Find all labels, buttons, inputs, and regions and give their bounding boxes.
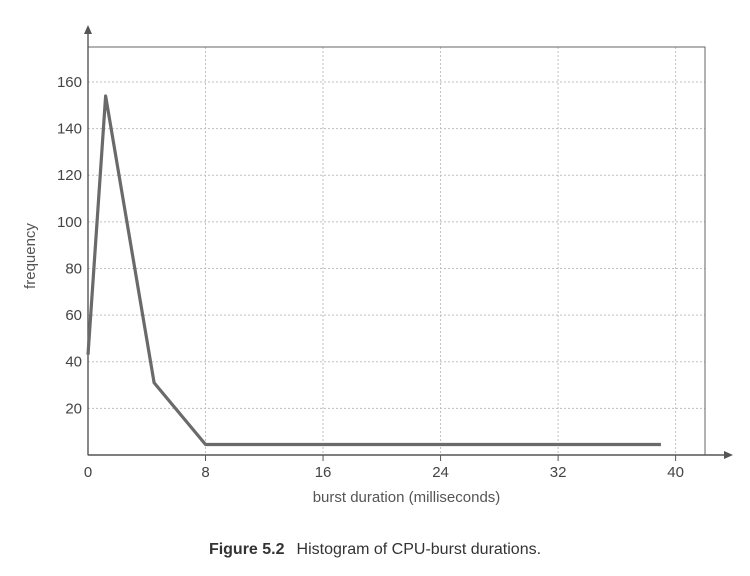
x-tick-label: 24 [432, 464, 449, 481]
y-tick-label: 60 [65, 307, 82, 324]
y-axis-label: frequency [22, 223, 39, 289]
plot-frame [87, 46, 706, 456]
y-tick-label: 140 [57, 121, 82, 138]
y-tick-label: 80 [65, 260, 82, 277]
y-tick-label: 120 [57, 167, 82, 184]
x-tick-label: 16 [315, 464, 332, 481]
x-tick-label: 40 [667, 464, 684, 481]
axes [84, 25, 733, 459]
figure-number: Figure 5.2 [208, 541, 285, 558]
tick-labels: 0 8 16 24 32 40 20 40 60 80 100 120 140 160 [57, 74, 684, 481]
x-tick-label: 8 [201, 464, 209, 481]
y-tick-label: 160 [57, 74, 82, 91]
x-axis-label: burst duration (milliseconds) [313, 489, 501, 506]
frequency-line-chart: 0 8 16 24 32 40 20 40 60 80 100 120 140 160 burst dur… [22, 25, 733, 506]
y-axis-arrow-icon [84, 25, 92, 34]
figure-caption-text: Histogram of CPU-burst durations. [296, 541, 542, 558]
y-tick-label: 40 [65, 354, 82, 371]
x-axis-arrow-icon [724, 451, 733, 459]
series-layer [86, 94, 662, 447]
grid-lines [88, 47, 705, 455]
x-tick-label: 32 [550, 464, 567, 481]
y-tick-label: 100 [57, 214, 82, 231]
frequency-series-line [86, 94, 661, 447]
y-tick-label: 20 [65, 400, 82, 417]
figure-caption: Figure 5.2 Histogram of CPU-burst duratio… [0, 541, 750, 559]
x-tick-label: 0 [84, 464, 92, 481]
